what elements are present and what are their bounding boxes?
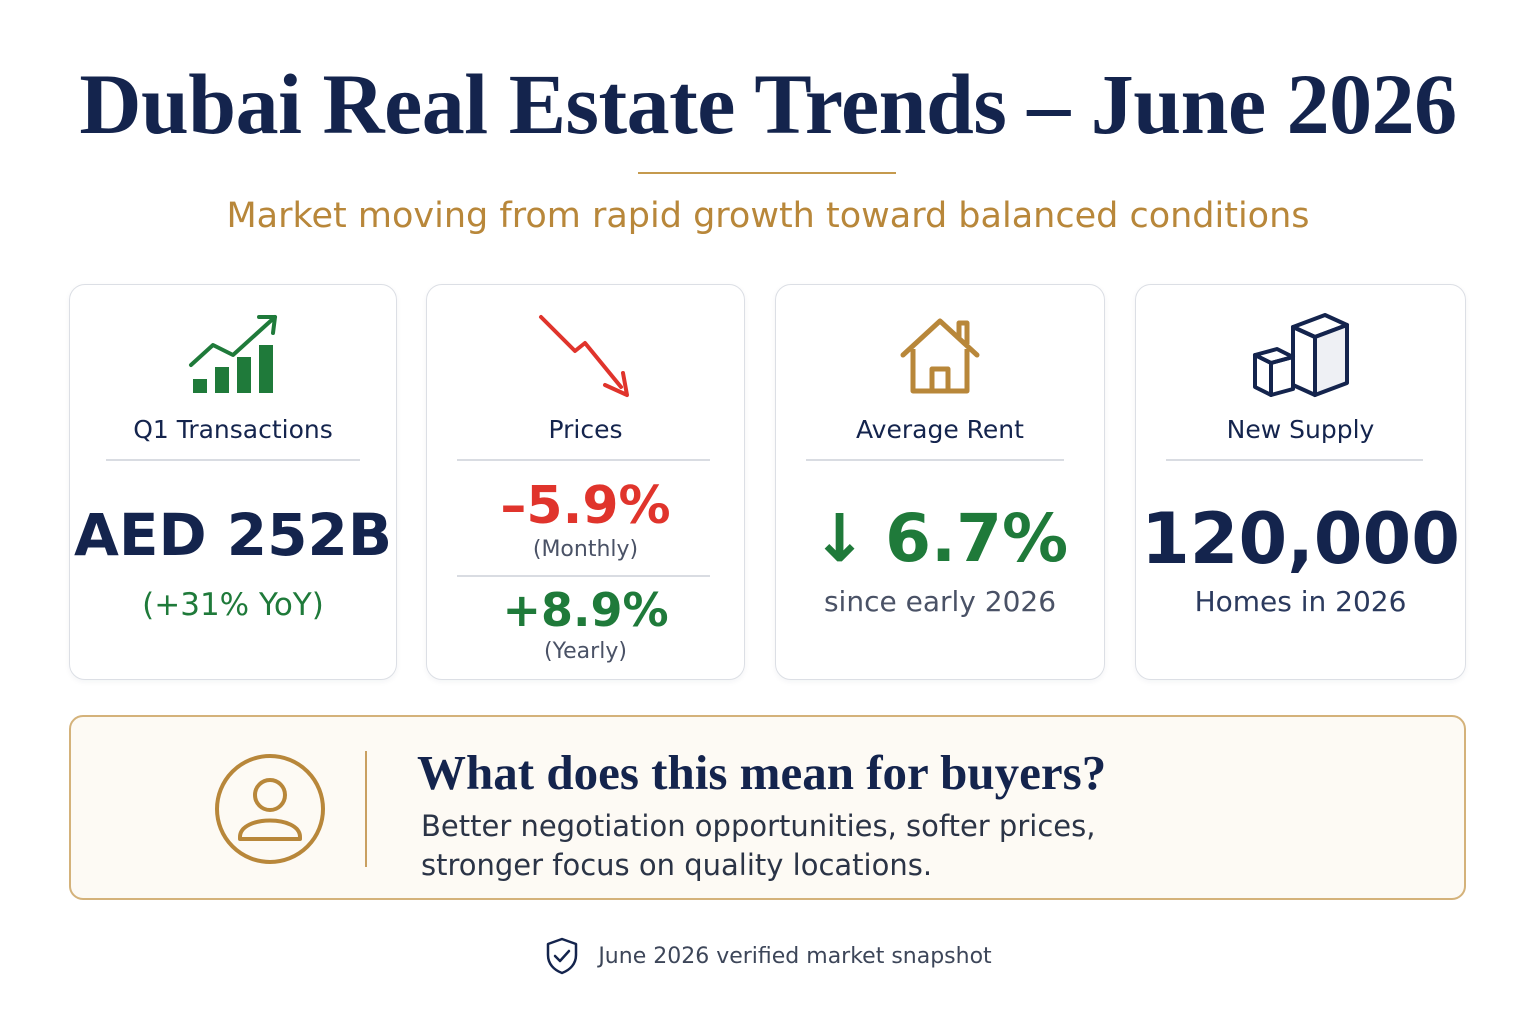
house-icon	[900, 318, 980, 394]
card-divider	[457, 575, 710, 577]
boxes-icon	[1252, 313, 1349, 397]
panel-divider	[365, 751, 367, 867]
person-icon	[215, 754, 325, 864]
prices-yearly-note: (Yearly)	[544, 639, 627, 664]
card-prices: Prices –5.9% (Monthly) +8.9% (Yearly)	[426, 284, 745, 680]
card-divider	[1166, 459, 1423, 461]
card-divider	[106, 459, 360, 461]
transactions-yoy: (+31% YoY)	[142, 587, 324, 623]
card-label: Q1 Transactions	[133, 415, 333, 444]
down-arrow-icon: ↓	[811, 500, 868, 577]
title-divider	[638, 172, 896, 174]
prices-monthly-value: –5.9%	[500, 476, 671, 536]
card-divider	[806, 459, 1064, 461]
prices-yearly-value: +8.9%	[502, 583, 669, 637]
card-q1-transactions: Q1 Transactions AED 252B (+31% YoY)	[69, 284, 397, 680]
card-divider	[457, 459, 710, 461]
bar-chart-growth-icon	[189, 315, 277, 393]
transactions-value: AED 252B	[73, 501, 393, 569]
card-label: Average Rent	[856, 415, 1024, 444]
buyers-text-line-2: stronger focus on quality locations.	[421, 848, 933, 882]
card-average-rent: Average Rent ↓ 6.7% since early 2026	[775, 284, 1105, 680]
page-subtitle: Market moving from rapid growth toward b…	[226, 196, 1310, 236]
prices-monthly-note: (Monthly)	[532, 537, 639, 562]
buyers-panel: What does this mean for buyers? Better n…	[69, 715, 1466, 900]
card-new-supply: New Supply 120,000 Homes in 2026	[1135, 284, 1466, 680]
buyers-text-line-1: Better negotiation opportunities, softer…	[421, 809, 1096, 843]
rent-change: ↓ 6.7%	[776, 499, 1104, 579]
card-label: New Supply	[1226, 415, 1375, 444]
footer-text: June 2026 verified market snapshot	[598, 943, 992, 969]
shield-check-icon	[547, 937, 578, 975]
card-label: Prices	[548, 415, 623, 444]
rent-value: 6.7%	[885, 500, 1069, 577]
buyers-title: What does this mean for buyers?	[417, 745, 1107, 800]
page-title: Dubai Real Estate Trends – June 2026	[79, 56, 1457, 152]
trend-down-arrow-icon	[538, 315, 629, 397]
rent-note: since early 2026	[823, 585, 1057, 618]
supply-value: 120,000	[1141, 498, 1460, 580]
supply-note: Homes in 2026	[1194, 585, 1407, 618]
footer: June 2026 verified market snapshot	[0, 934, 1536, 978]
